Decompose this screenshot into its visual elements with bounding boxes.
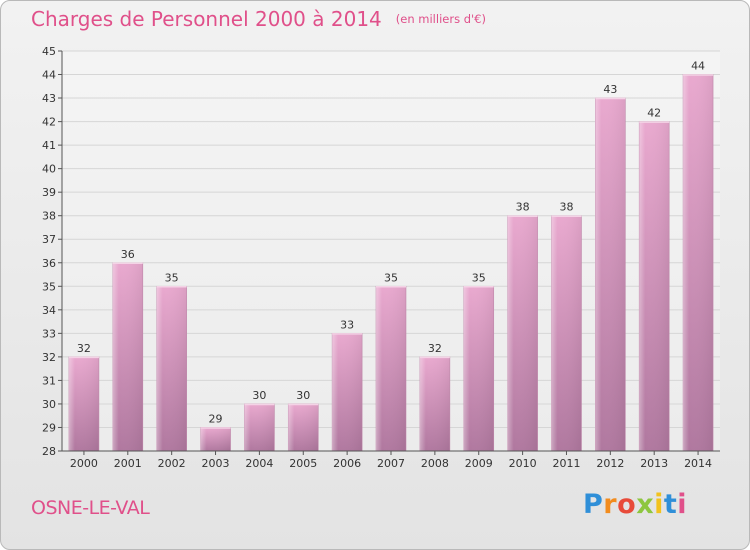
y-tick-label: 43 (42, 92, 56, 105)
y-tick-label: 42 (42, 116, 56, 129)
data-label: 38 (559, 201, 573, 214)
data-label: 42 (647, 107, 661, 120)
chart-unit: (en milliers d'€) (395, 12, 486, 26)
logo-letter: t (663, 489, 678, 520)
commune-name: OSNE-LE-VAL (31, 497, 150, 519)
y-tick-label: 45 (42, 45, 56, 58)
data-label: 43 (603, 83, 617, 96)
y-tick-label: 38 (42, 210, 56, 223)
bar-highlight (68, 356, 99, 451)
data-label: 44 (691, 60, 705, 73)
y-tick-label: 36 (42, 257, 56, 270)
axis-layer: 28 29 30 31 32 33 34 35 36 37 38 39 40 41 42 43 44 45 2000… (42, 45, 720, 470)
y-tick-label: 29 (42, 421, 56, 434)
x-tick-label: 2006 (333, 457, 361, 470)
bar-highlight (463, 286, 494, 451)
bar-highlight (200, 427, 231, 451)
logo-letter: x (636, 489, 655, 520)
bar-highlight (156, 286, 187, 451)
x-tick-label: 2014 (684, 457, 712, 470)
x-tick-label: 2001 (114, 457, 142, 470)
bar-highlight (112, 262, 143, 451)
data-label: 30 (296, 389, 310, 402)
logo-letter: i (654, 489, 664, 520)
bar-highlight (683, 74, 714, 451)
data-label: 32 (428, 342, 442, 355)
x-tick-label: 2005 (289, 457, 317, 470)
x-tick-label: 2003 (202, 457, 230, 470)
data-label: 35 (165, 271, 179, 284)
y-tick-label: 39 (42, 186, 56, 199)
logo-letter: P (583, 489, 604, 520)
data-label: 35 (384, 271, 398, 284)
x-tick-label: 2009 (465, 457, 493, 470)
chart-title-text: Charges de Personnel 2000 à 2014 (31, 7, 382, 31)
chart-title: Charges de Personnel 2000 à 2014 (en mill… (31, 7, 486, 31)
bar-highlight (419, 356, 450, 451)
x-tick-label: 2012 (596, 457, 624, 470)
x-tick-label: 2002 (158, 457, 186, 470)
x-tick-label: 2008 (421, 457, 449, 470)
x-tick-label: 2007 (377, 457, 405, 470)
data-label: 38 (516, 201, 530, 214)
y-tick-label: 28 (42, 445, 56, 458)
bar-highlight (288, 403, 319, 451)
y-tick-label: 40 (42, 163, 56, 176)
bar-highlight (376, 286, 406, 451)
bar-highlight (595, 98, 626, 451)
bar-highlight (551, 215, 582, 451)
bar-layer: 32 36 35 29 30 30 33 35 32 35 38 38 43 42 44 (68, 60, 714, 452)
y-tick-label: 34 (42, 304, 56, 317)
data-label: 35 (472, 271, 486, 284)
data-label: 33 (340, 318, 354, 331)
y-tick-label: 31 (42, 374, 56, 387)
logo-letter: i (677, 489, 688, 520)
data-label: 29 (209, 412, 223, 425)
y-tick-label: 35 (42, 280, 56, 293)
data-label: 30 (252, 389, 266, 402)
logo-letter: o (617, 489, 637, 520)
y-tick-label: 33 (42, 327, 56, 340)
x-tick-label: 2013 (640, 457, 668, 470)
bar-highlight (244, 403, 275, 451)
x-tick-label: 2004 (245, 457, 273, 470)
bar-highlight (332, 333, 363, 451)
x-tick-label: 2011 (552, 457, 580, 470)
y-tick-label: 37 (42, 233, 56, 246)
y-tick-label: 30 (42, 398, 56, 411)
bar-highlight (639, 121, 670, 452)
y-tick-label: 41 (42, 139, 56, 152)
logo-letter: r (603, 489, 618, 520)
y-tick-label: 32 (42, 351, 56, 364)
data-label: 32 (77, 342, 91, 355)
x-tick-label: 2000 (70, 457, 98, 470)
bar-highlight (507, 215, 538, 451)
data-label: 36 (121, 248, 135, 261)
proxiti-logo[interactable]: Proxiti (583, 489, 687, 520)
y-tick-label: 44 (42, 69, 56, 82)
x-tick-label: 2010 (509, 457, 537, 470)
